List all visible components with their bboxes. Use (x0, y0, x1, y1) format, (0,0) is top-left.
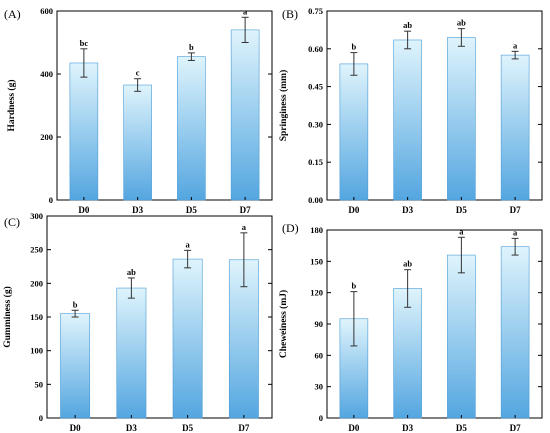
y-tick-label: 60 (315, 350, 324, 360)
panel-label: (A) (4, 7, 21, 21)
y-tick-label: 200 (30, 278, 43, 288)
y-tick-label: 120 (310, 288, 323, 298)
y-tick-label: 50 (35, 379, 44, 389)
x-tick-label: D0 (78, 205, 89, 215)
y-tick-label: 100 (30, 346, 43, 356)
chart-panel-3: 0 50 100 150 200 250 300 b D0 ab D3 a D5 a D7 (C) Gummin… (2, 211, 273, 433)
panel-label: (D) (282, 221, 299, 235)
significance-letter: a (513, 227, 518, 237)
y-tick-label: 150 (310, 256, 323, 266)
significance-letter: bc (80, 38, 89, 48)
x-tick-label: D0 (70, 423, 81, 433)
y-tick-label: 0.75 (308, 6, 323, 16)
bar-d5 (172, 258, 203, 419)
x-tick-label: D0 (348, 423, 359, 433)
bar-d7 (500, 54, 530, 201)
chart-panel-2: 0.00 0.15 0.30 0.45 0.60 0.75 b D0 ab D3 ab D5 a D7 (B… (278, 6, 543, 215)
bar-d3 (393, 288, 422, 419)
x-tick-label: D5 (186, 205, 197, 215)
significance-letter: ab (127, 267, 136, 277)
panel-label: (C) (4, 215, 20, 229)
significance-letter: a (513, 40, 518, 50)
y-tick-label: 0 (39, 413, 43, 423)
y-tick-label: 0.00 (308, 195, 323, 205)
bar-d5 (447, 254, 476, 419)
y-tick-label: 30 (315, 382, 324, 392)
y-tick-label: 0.30 (308, 119, 323, 129)
x-tick-label: D7 (240, 205, 251, 215)
plot-frame (56, 10, 273, 201)
x-tick-label: D7 (238, 423, 249, 433)
y-tick-label: 300 (30, 211, 43, 221)
bar-d7 (230, 29, 260, 201)
significance-letter: a (243, 6, 248, 16)
x-tick-label: D7 (510, 423, 521, 433)
x-tick-label: D3 (126, 423, 137, 433)
x-tick-label: D3 (132, 205, 143, 215)
y-tick-label: 0.15 (308, 157, 323, 167)
y-tick-label: 400 (40, 69, 53, 79)
x-tick-label: D3 (402, 205, 413, 215)
y-tick-label: 90 (315, 319, 324, 329)
x-tick-label: D5 (456, 205, 467, 215)
y-tick-label: 0 (319, 413, 323, 423)
significance-letter: c (136, 68, 140, 78)
chart-panel-1: 0 200 400 600 bc D0 c D3 b D5 a D7 (A) Hardness (g) (4, 6, 273, 215)
plot-frame (326, 10, 543, 201)
bar-d3 (393, 39, 422, 201)
y-tick-label: 0.60 (308, 44, 323, 54)
x-tick-label: D5 (456, 423, 467, 433)
bar-d3 (116, 287, 147, 419)
bar-d5 (177, 56, 206, 201)
significance-letter: b (352, 42, 357, 52)
significance-letter: a (186, 239, 191, 249)
y-tick-label: 150 (30, 312, 43, 322)
y-tick-label: 200 (40, 132, 53, 142)
bar-d0 (339, 63, 369, 201)
x-tick-label: D7 (510, 205, 521, 215)
y-axis-label: Cheweiness (mJ) (278, 290, 289, 358)
panel-label: (B) (282, 7, 298, 21)
chart-panel-4: 0 30 60 90 120 150 180 b D0 ab D3 a D5 a D7 (D) Cheweine… (278, 221, 543, 433)
bar-d5 (447, 37, 476, 201)
x-tick-label: D3 (402, 423, 413, 433)
significance-letter: a (459, 226, 464, 236)
bar-d0 (69, 62, 99, 201)
bar-d3 (123, 84, 152, 201)
significance-letter: ab (403, 20, 412, 30)
significance-letter: ab (457, 18, 466, 28)
y-axis-label: Gumminess (g) (2, 286, 13, 348)
y-tick-label: 0 (49, 195, 53, 205)
significance-letter: b (352, 281, 357, 291)
y-axis-label: Springiness (mm) (278, 70, 289, 142)
y-tick-label: 600 (40, 6, 53, 16)
x-tick-label: D0 (348, 205, 359, 215)
significance-letter: ab (403, 259, 412, 269)
significance-letter: a (242, 222, 247, 232)
x-tick-label: D5 (182, 423, 193, 433)
y-tick-label: 180 (310, 225, 323, 235)
significance-letter: b (189, 42, 194, 52)
bar-d0 (60, 313, 91, 419)
significance-letter: b (73, 299, 78, 309)
bar-d7 (500, 246, 530, 419)
y-tick-label: 0.45 (308, 82, 323, 92)
y-tick-label: 250 (30, 245, 43, 255)
y-axis-label: Hardness (g) (6, 80, 17, 132)
